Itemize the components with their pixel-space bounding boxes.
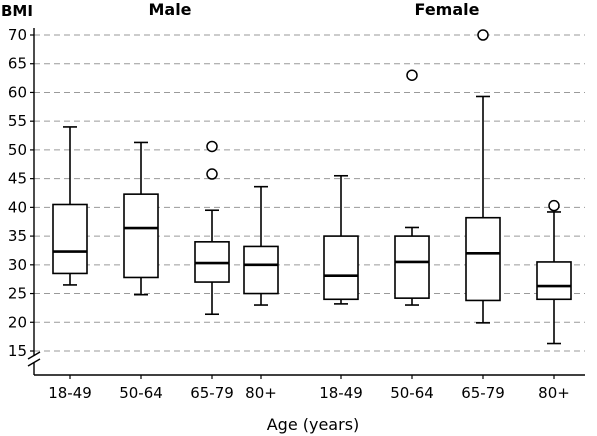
x-tick-label-female-18-49: 18-49 bbox=[319, 384, 363, 402]
x-tick-label-female-50-64: 50-64 bbox=[390, 384, 434, 402]
labels: BMI Male Female Age (years) 15 20 25 30 35 40… bbox=[1, 0, 570, 434]
y-axis-title: BMI bbox=[1, 2, 33, 20]
axis-break-mark-lower bbox=[27, 358, 41, 367]
y-tick-label-25: 25 bbox=[8, 285, 27, 303]
box-male-80+ bbox=[243, 245, 279, 295]
box-female-18-49 bbox=[323, 235, 359, 301]
y-tick-label-60: 60 bbox=[8, 83, 27, 101]
y-tick-label-30: 30 bbox=[8, 256, 27, 274]
group-title-female: Female bbox=[415, 0, 480, 19]
y-tick-label-15: 15 bbox=[8, 342, 27, 360]
group-title-male: Male bbox=[148, 0, 191, 19]
x-tick-label-male-18-49: 18-49 bbox=[48, 384, 92, 402]
y-tick-label-40: 40 bbox=[8, 198, 27, 216]
x-tick-label-female-80+: 80+ bbox=[538, 384, 570, 402]
box-female-50-64 bbox=[394, 235, 430, 299]
y-tick-label-20: 20 bbox=[8, 313, 27, 331]
x-tick-label-male-80+: 80+ bbox=[245, 384, 277, 402]
y-tick-label-35: 35 bbox=[8, 227, 27, 245]
axis-break-mark-upper bbox=[27, 351, 41, 360]
box-series bbox=[52, 29, 572, 345]
outlier-female-50-64-0 bbox=[406, 69, 418, 81]
outlier-female-65-79-0 bbox=[477, 29, 489, 41]
x-axis-title: Age (years) bbox=[267, 415, 360, 434]
x-tick-label-male-50-64: 50-64 bbox=[119, 384, 163, 402]
y-tick-label-70: 70 bbox=[8, 26, 27, 44]
outlier-male-65-79-0 bbox=[206, 168, 218, 180]
x-tick-label-male-65-79: 65-79 bbox=[190, 384, 234, 402]
y-tick-label-50: 50 bbox=[8, 141, 27, 159]
y-tick-label-65: 65 bbox=[8, 55, 27, 73]
grid-lines bbox=[34, 34, 585, 352]
outlier-female-80+-0 bbox=[548, 199, 560, 212]
box-male-50-64 bbox=[123, 193, 159, 279]
y-tick-label-45: 45 bbox=[8, 170, 27, 188]
axes bbox=[27, 28, 585, 379]
box-female-65-79 bbox=[465, 216, 501, 302]
box-female-80+ bbox=[536, 261, 572, 301]
y-tick-label-55: 55 bbox=[8, 112, 27, 130]
x-tick-label-female-65-79: 65-79 bbox=[461, 384, 505, 402]
outlier-male-65-79-1 bbox=[206, 140, 218, 153]
box-male-18-49 bbox=[52, 203, 88, 275]
